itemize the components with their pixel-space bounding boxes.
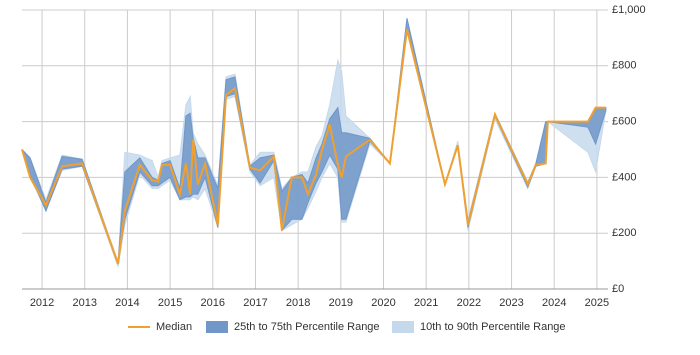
x-tick-label: 2019 [329,297,353,309]
x-tick-label: 2024 [542,297,566,309]
legend-swatch [206,321,228,333]
x-tick-label: 2025 [585,297,609,309]
legend-swatch [392,321,414,333]
percentile-band [21,18,607,265]
y-tick-label: £600 [612,116,636,128]
x-tick-label: 2023 [499,297,523,309]
x-tick-label: 2015 [158,297,182,309]
legend-label: 25th to 75th Percentile Range [234,321,380,333]
x-tick-label: 2014 [115,297,139,309]
y-tick-label: £400 [612,171,636,183]
percentile-band [21,18,607,267]
x-tick-label: 2022 [457,297,481,309]
x-tick-label: 2017 [243,297,267,309]
y-tick-label: £200 [612,227,636,239]
y-tick-label: £0 [612,283,624,295]
y-tick-label: £1,000 [612,4,646,16]
x-tick-label: 2020 [371,297,395,309]
x-tick-label: 2013 [72,297,96,309]
y-tick-label: £800 [612,60,636,72]
legend-label: Median [156,321,192,333]
x-tick-label: 2016 [201,297,225,309]
x-tick-label: 2021 [414,297,438,309]
x-tick-label: 2012 [30,297,54,309]
legend-label: 10th to 90th Percentile Range [420,321,566,333]
x-tick-label: 2018 [286,297,310,309]
median-line [21,29,606,265]
